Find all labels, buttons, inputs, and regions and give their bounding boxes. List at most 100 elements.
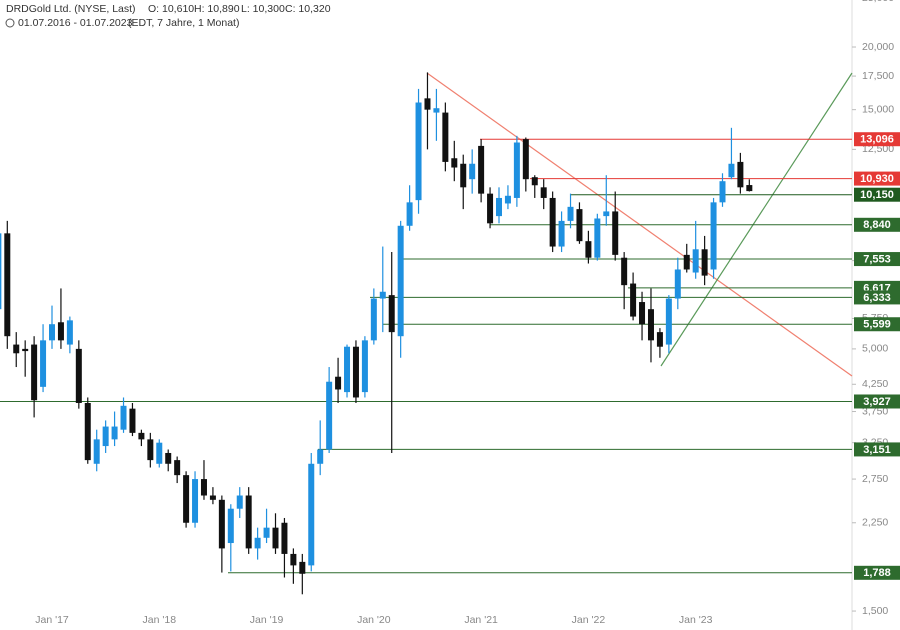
candle-body (639, 302, 646, 325)
candle-body (531, 177, 538, 186)
candle-body (129, 408, 136, 433)
y-tick-label: 17,500 (862, 70, 894, 82)
candle-body (496, 197, 502, 217)
candle-body (504, 195, 511, 204)
level-label-bg (854, 217, 900, 232)
y-tick-label: 2,250 (862, 517, 888, 529)
candle-body (460, 163, 467, 188)
candle-body (665, 298, 672, 345)
candle-body (630, 283, 637, 317)
candle-body (612, 211, 619, 255)
x-tick-label: Jan '18 (143, 614, 177, 626)
x-tick-label: Jan '23 (679, 614, 713, 626)
candle-body (683, 254, 690, 270)
ohlc-open: O: 10,610 (148, 3, 194, 15)
candle-body (335, 376, 342, 390)
level-label-bg (854, 565, 900, 580)
candle-body (272, 527, 279, 549)
candle-body (147, 439, 154, 461)
candle-body (567, 206, 574, 221)
candle-body (549, 197, 556, 247)
candle-body (361, 340, 368, 393)
candle-body (701, 249, 708, 276)
x-tick-label: Jan '21 (464, 614, 498, 626)
candle-body (75, 348, 82, 403)
candle-body (200, 479, 207, 496)
ohlc-high: H: 10,890 (194, 3, 240, 15)
candle-body (111, 426, 118, 440)
candle-body (0, 233, 2, 310)
candle-body (13, 344, 20, 354)
trend-line (660, 72, 853, 367)
candle-body (406, 202, 413, 226)
level-label: 8,840 (863, 219, 891, 231)
candle-body (424, 98, 431, 110)
candle-body (218, 499, 225, 549)
level-label: 10,930 (860, 173, 894, 185)
candle-body (674, 269, 681, 299)
level-label: 10,150 (860, 189, 894, 201)
plot (0, 72, 852, 595)
price-axis: 1,5002,2502,7503,2503,7504,2505,0005,750… (35, 0, 900, 626)
candle-body (397, 225, 404, 337)
candle-body (245, 495, 252, 549)
candle-body (138, 432, 145, 440)
y-tick-label: 20,000 (862, 41, 894, 53)
ohlc-close: C: 10,320 (285, 3, 331, 15)
x-tick-label: Jan '19 (250, 614, 284, 626)
level-label-bg (854, 290, 900, 305)
candle-body (263, 527, 270, 538)
level-label: 7,553 (863, 253, 891, 265)
candle-body (415, 102, 422, 201)
candle-body (299, 561, 306, 574)
y-tick-label: 4,250 (862, 378, 888, 390)
candle-body (451, 158, 458, 168)
candle-body (621, 257, 628, 286)
level-label-bg (854, 171, 900, 186)
level-label-bg (854, 187, 900, 202)
candle-body (603, 211, 610, 217)
candle-body (183, 475, 190, 523)
level-label: 6,333 (863, 292, 891, 304)
candle-body (594, 218, 601, 258)
candle-body (442, 112, 449, 162)
level-label-bg (854, 317, 900, 332)
candle-body (120, 405, 127, 430)
candle-body (710, 202, 717, 270)
y-tick-label: 2,750 (862, 473, 888, 485)
candle-body (388, 295, 395, 333)
candle-body (433, 108, 440, 113)
candle-body (692, 249, 699, 273)
candle-body (93, 439, 100, 464)
candle-body (4, 233, 11, 337)
level-label: 13,096 (860, 134, 894, 146)
candle-body (66, 320, 73, 345)
candle-body (22, 348, 29, 352)
candle-body (558, 220, 565, 247)
level-label-bg (854, 132, 900, 147)
x-tick-label: Jan '20 (357, 614, 391, 626)
level-label: 5,599 (863, 319, 891, 331)
candle-body (469, 163, 476, 180)
candle-body (647, 309, 654, 341)
candle-body (656, 332, 663, 347)
candle-body (40, 340, 47, 387)
candle-body (281, 522, 288, 554)
level-label: 3,151 (863, 444, 891, 456)
candle-body (478, 145, 485, 194)
y-tick-label: 15,000 (862, 103, 894, 115)
candle-body (192, 479, 199, 523)
candle-body (737, 161, 744, 188)
candle-body (746, 185, 753, 192)
candle-body (352, 346, 359, 398)
level-label: 3,927 (863, 396, 891, 408)
candle-body (49, 324, 55, 341)
candle-body (102, 426, 109, 447)
candle-body (57, 322, 64, 341)
y-tick-label: 25,000 (862, 0, 894, 4)
candle-body (254, 537, 261, 549)
range-info: (EDT, 7 Jahre, 1 Monat) (128, 17, 239, 29)
level-label-bg (854, 394, 900, 409)
candle-body (585, 241, 592, 258)
